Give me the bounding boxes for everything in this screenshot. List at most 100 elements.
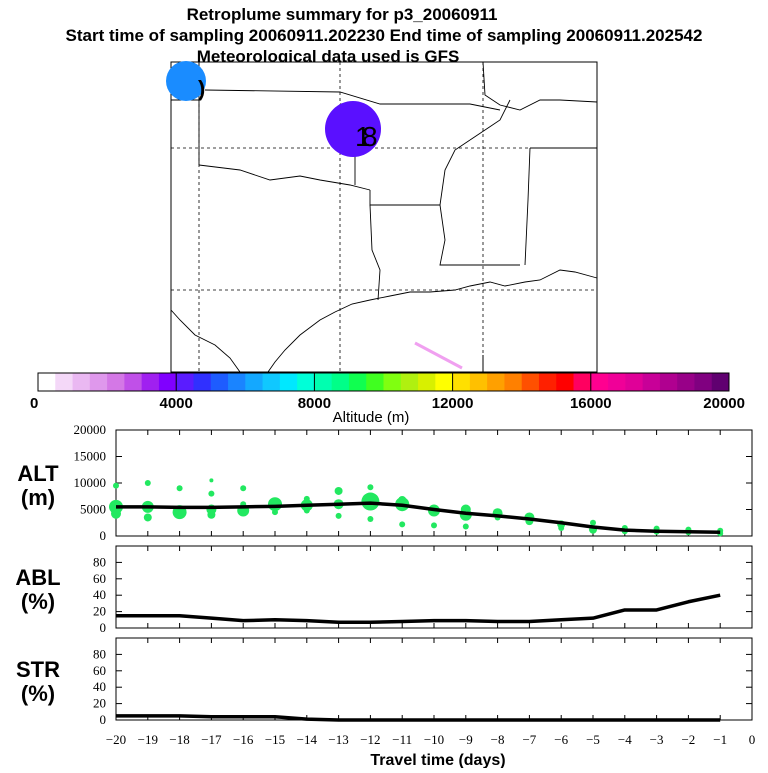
colorbar-swatch bbox=[141, 373, 160, 391]
plume-markers: ) 1 8 bbox=[166, 61, 381, 157]
x-axis-label: Travel time (days) bbox=[370, 752, 505, 768]
panel-frame bbox=[115, 545, 753, 629]
colorbar-tick-label: 4000 bbox=[160, 395, 193, 412]
panel-label: ALT bbox=[17, 461, 59, 486]
colorbar-swatch bbox=[348, 373, 367, 391]
colorbar-frame bbox=[37, 372, 730, 392]
x-tick-label: −4 bbox=[618, 732, 632, 747]
altitude-particle-point bbox=[399, 521, 406, 528]
colorbar-swatch bbox=[193, 373, 212, 391]
altitude-particle-point bbox=[367, 484, 374, 491]
panel-unit: (%) bbox=[21, 589, 55, 614]
map-frame bbox=[170, 61, 598, 373]
y-tick-label: 40 bbox=[93, 587, 106, 602]
colorbar-swatch bbox=[608, 373, 626, 391]
plume-icon: ) bbox=[198, 76, 205, 101]
x-tick-label: 0 bbox=[749, 732, 756, 747]
colorbar-swatch bbox=[228, 373, 246, 391]
colorbar-swatch bbox=[279, 373, 298, 391]
x-tick-label: −6 bbox=[554, 732, 568, 747]
series-line-abl bbox=[116, 593, 721, 625]
colorbar-swatch bbox=[124, 373, 143, 391]
colorbar-tick-label: 16000 bbox=[570, 395, 612, 412]
altitude-particle-point bbox=[367, 516, 374, 523]
title-line-1: Retroplume summary for p3_20060911 bbox=[187, 5, 498, 24]
altitude-particle-point bbox=[144, 480, 151, 486]
panel-unit: (m) bbox=[21, 485, 55, 510]
plume-marker-1 bbox=[166, 61, 206, 101]
x-tick-label: −15 bbox=[265, 732, 285, 747]
altitude-particle-point bbox=[431, 522, 437, 529]
y-tick-label: 0 bbox=[100, 528, 107, 543]
colorbar-ticks: 0 4000 8000 12000 16000 20000 bbox=[30, 373, 745, 412]
altitude-particle-point bbox=[590, 519, 596, 526]
x-tick-label: −5 bbox=[586, 732, 600, 747]
colorbar-tick-label: 8000 bbox=[298, 395, 331, 412]
y-tick-label: 20 bbox=[93, 696, 106, 711]
colorbar-swatch bbox=[659, 373, 678, 391]
x-tick-label: −10 bbox=[424, 732, 444, 747]
altitude-colorbar bbox=[37, 372, 730, 392]
y-tick-label: 80 bbox=[93, 554, 106, 569]
x-tick-label: −18 bbox=[169, 732, 189, 747]
y-tick-label: 20000 bbox=[74, 422, 107, 437]
colorbar-tick-label: 0 bbox=[30, 395, 38, 412]
panel-label: STR bbox=[16, 657, 60, 682]
series-line-str bbox=[116, 714, 721, 722]
x-tick-label: −13 bbox=[328, 732, 348, 747]
y-tick-label: 40 bbox=[93, 679, 106, 694]
altitude-particle-point bbox=[176, 485, 183, 492]
x-tick-label: −2 bbox=[681, 732, 695, 747]
colorbar-tick-label: 20000 bbox=[703, 395, 745, 412]
panel-frame bbox=[115, 637, 753, 721]
plume-icon: 1 bbox=[355, 121, 371, 152]
colorbar-swatch bbox=[383, 373, 402, 391]
altitude-particle-point bbox=[208, 490, 215, 497]
plume-marker-2 bbox=[325, 101, 381, 157]
colorbar-swatch bbox=[245, 373, 264, 391]
colorbar-swatch bbox=[677, 373, 695, 391]
altitude-particle-point bbox=[334, 486, 343, 495]
y-tick-label: 80 bbox=[93, 646, 106, 661]
x-tick-label: −12 bbox=[360, 732, 380, 747]
plume-icon: 8 bbox=[362, 121, 378, 152]
colorbar-swatch bbox=[694, 373, 713, 391]
map-grid bbox=[171, 62, 597, 372]
altitude-particle-point bbox=[113, 482, 119, 489]
colorbar-swatch bbox=[711, 373, 730, 391]
y-tick-label: 10000 bbox=[74, 475, 107, 490]
colorbar-swatch bbox=[55, 373, 74, 391]
altitude-particle-point bbox=[207, 510, 216, 519]
altitude-particle-point bbox=[143, 513, 152, 522]
x-tick-label: −20 bbox=[106, 732, 126, 747]
colorbar-label: Altitude (m) bbox=[333, 409, 410, 426]
altitude-particle-point bbox=[268, 497, 282, 512]
colorbar-swatch bbox=[625, 373, 644, 391]
colorbar-swatch bbox=[435, 373, 454, 391]
y-tick-label: 0 bbox=[100, 620, 107, 635]
colorbar-swatch bbox=[297, 373, 315, 391]
map-panel: ) 1 8 bbox=[166, 61, 598, 373]
colorbar-swatch bbox=[158, 373, 177, 391]
x-tick-label: −17 bbox=[201, 732, 222, 747]
colorbar-swatch bbox=[521, 373, 540, 391]
colorbar-swatch bbox=[642, 373, 661, 391]
colorbar-swatch bbox=[573, 373, 592, 391]
title-line-3: Meteorological data used is GFS bbox=[197, 47, 460, 66]
colorbar-swatch bbox=[400, 373, 419, 391]
colorbar-swatch bbox=[469, 373, 488, 391]
y-tick-label: 20 bbox=[93, 604, 106, 619]
x-tick-label: −8 bbox=[491, 732, 505, 747]
colorbar-swatch bbox=[210, 373, 229, 391]
colorbar-swatch bbox=[331, 373, 350, 391]
y-tick-label: 5000 bbox=[80, 502, 106, 517]
x-tick-label: −19 bbox=[138, 732, 158, 747]
altitude-particle-point bbox=[462, 523, 469, 530]
x-tick-label: −1 bbox=[713, 732, 727, 747]
altitude-particle-point bbox=[111, 508, 121, 519]
panel-frame bbox=[115, 429, 753, 537]
colorbar-swatch bbox=[262, 373, 281, 391]
colorbar-swatch bbox=[176, 373, 194, 391]
colorbar-swatch bbox=[38, 373, 56, 391]
altitude-particle-point bbox=[272, 509, 278, 516]
